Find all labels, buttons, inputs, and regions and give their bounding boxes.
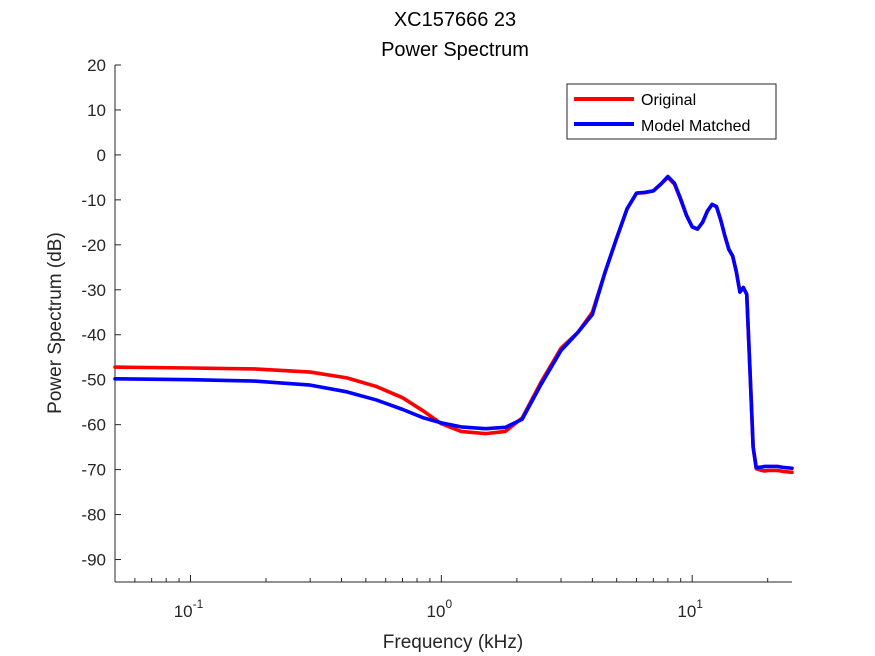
y-tick-label: 20	[87, 56, 106, 75]
y-axis-label: Power Spectrum (dB)	[45, 232, 66, 414]
y-tick-label: 10	[87, 101, 106, 120]
y-tick-label: -20	[81, 236, 106, 255]
series-line-model-matched	[113, 174, 794, 471]
series-layer	[113, 174, 794, 475]
y-tick-label: -30	[81, 281, 106, 300]
y-tick-label: -90	[81, 551, 106, 570]
y-tick-label: -60	[81, 416, 106, 435]
y-tick-label: 0	[97, 146, 106, 165]
y-tick-label: -40	[81, 326, 106, 345]
x-tick-label: 10-1	[174, 597, 204, 621]
legend-box	[566, 83, 777, 140]
chart-title-line-2: Power Spectrum	[381, 39, 529, 61]
legend-label-original: Original	[641, 92, 696, 109]
y-tick-label: -10	[81, 191, 106, 210]
x-axis-label: Frequency (kHz)	[383, 632, 523, 653]
y-tick-label: -80	[81, 506, 106, 525]
x-tick-label: 101	[677, 597, 703, 621]
y-tick-label: -70	[81, 461, 106, 480]
chart-title-line-1: XC157666 23	[394, 9, 516, 31]
y-tick-label: -50	[81, 371, 106, 390]
legend-label-model-matched: Model Matched	[641, 118, 750, 135]
x-tick-label: 100	[427, 597, 453, 621]
legend: Original Model Matched	[566, 83, 777, 140]
